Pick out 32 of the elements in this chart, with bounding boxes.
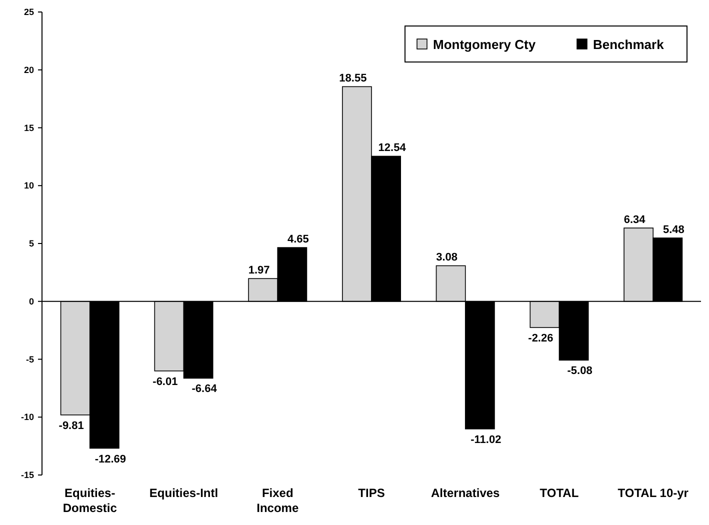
data-label: -11.02 — [470, 434, 502, 446]
data-label: -5.08 — [567, 365, 592, 378]
data-label: 12.54 — [378, 142, 407, 154]
y-tick-label: 5 — [28, 238, 34, 248]
data-label: 1.97 — [248, 264, 270, 277]
data-label: -6.64 — [192, 383, 218, 396]
data-label: 5.48 — [662, 224, 684, 236]
x-tick-label: TIPS — [358, 486, 385, 500]
y-tick-label: 20 — [24, 64, 34, 75]
legend-label: Benchmark — [593, 37, 665, 52]
x-tick-label: Alternatives — [431, 486, 500, 500]
y-tick-label: -15 — [20, 470, 34, 480]
data-label: -6.01 — [152, 376, 178, 388]
data-label: -9.81 — [58, 420, 84, 432]
y-tick-label: -10 — [20, 412, 34, 422]
y-tick-label: 10 — [24, 180, 34, 191]
y-tick-label: 0 — [28, 296, 34, 306]
x-tick-label: Equities-Intl — [149, 486, 218, 500]
x-tick-label: TOTAL 10-yr — [618, 486, 689, 500]
x-tick-label: Fixed Income — [256, 486, 299, 515]
data-label: 6.34 — [624, 214, 646, 226]
data-label: -2.26 — [528, 332, 554, 345]
data-label: 3.08 — [436, 252, 458, 264]
data-label: -12.69 — [94, 453, 126, 466]
y-tick-label: -5 — [26, 354, 34, 364]
legend-label: Montgomery Cty — [433, 37, 536, 52]
data-label: 18.55 — [339, 72, 367, 85]
x-tick-label: TOTAL — [540, 486, 579, 500]
x-tick-label: Equities- Domestic — [62, 486, 118, 515]
data-label: 4.65 — [287, 234, 309, 246]
y-tick-label: 15 — [24, 122, 34, 133]
y-tick-label: 25 — [24, 7, 34, 17]
